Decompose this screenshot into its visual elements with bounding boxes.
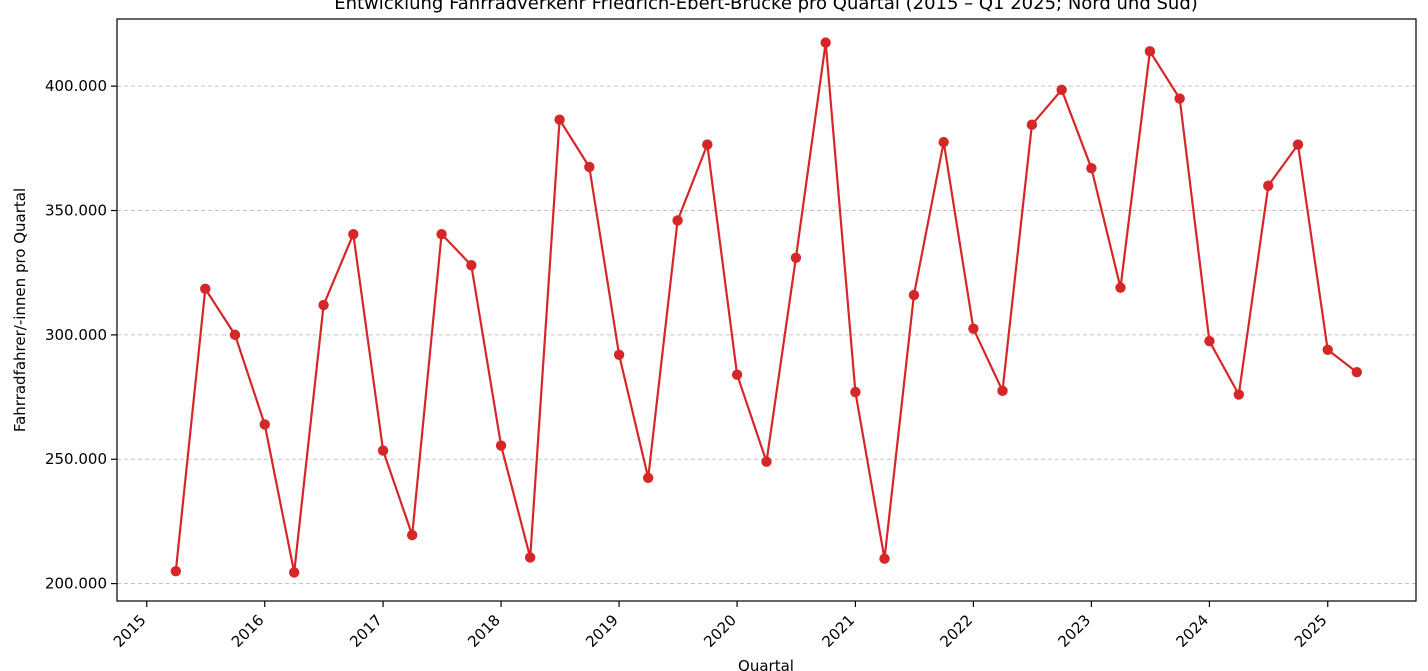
data-point [524,552,536,563]
data-point [1204,335,1215,347]
data-point [259,419,270,430]
data-point [200,283,211,295]
data-point [1056,84,1067,96]
data-point [584,161,595,173]
data-point [938,136,949,148]
x-tick-label: 2020 [700,611,740,651]
data-point [672,215,683,226]
series-line [174,41,1358,574]
data-point [1115,282,1126,293]
data-point [1292,139,1304,150]
x-tick-label: 2023 [1055,611,1095,651]
data-point [1263,180,1274,191]
data-point [642,472,654,484]
data-point [702,139,713,150]
data-point [377,445,389,456]
x-tick-label: 2015 [110,611,150,651]
data-point [406,529,418,541]
y-tick-label: 250.000 [45,450,107,468]
data-point [1026,119,1038,130]
data-point [348,228,359,240]
data-point [613,349,625,360]
x-tick-label: 2024 [1173,611,1213,651]
data-point [288,567,300,578]
data-point [318,299,329,311]
data-point [790,252,802,263]
data-point [1144,46,1156,57]
x-tick-label: 2021 [819,611,859,651]
x-tick-label: 2016 [228,611,268,651]
x-tick-label: 2017 [346,611,386,651]
data-point [731,369,743,380]
x-axis: 2015 2016 2017 2018 2019 2020 2021 2022 2023 2024… [110,601,1331,651]
data-point [1322,344,1333,355]
y-axis: 200.000 250.000 300.000 350.000 400.000 [45,77,117,593]
data-point [495,440,507,451]
y-tick-label: 400.000 [45,77,107,95]
data-point [879,553,890,564]
x-tick-label: 2018 [464,611,504,651]
y-tick-label: 300.000 [45,326,107,344]
chart-title: Entwicklung Fahrradverkehr Friedrich-Ebe… [334,0,1198,14]
data-point [968,323,979,334]
data-point [761,456,772,467]
y-tick-label: 350.000 [45,202,107,220]
data-point [229,329,241,341]
y-axis-label: Fahrradfahrer/-innen pro Quartal [11,188,29,432]
plot-frame [116,18,1417,602]
data-point [850,386,861,398]
data-point [820,37,831,48]
x-axis-label: Quartal [738,657,794,671]
x-tick-label: 2022 [937,611,977,651]
data-point [908,289,920,301]
data-point [170,565,182,577]
data-point [436,228,447,240]
data-point [997,385,1008,397]
data-point [466,260,477,271]
data-point [554,114,565,125]
y-tick-label: 200.000 [45,575,107,593]
x-tick-label: 2025 [1291,611,1331,651]
series-group [170,37,1363,578]
data-point [1351,366,1363,378]
x-tick-label: 2019 [582,611,622,651]
data-point [1233,389,1245,400]
data-point [1174,93,1185,104]
y-gridlines [117,85,1416,584]
data-point [1086,163,1097,174]
